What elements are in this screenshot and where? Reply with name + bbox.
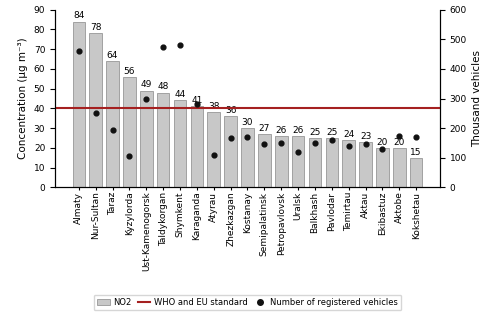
Point xyxy=(159,44,167,49)
Bar xyxy=(275,136,287,187)
Bar xyxy=(376,148,389,187)
Bar xyxy=(208,112,220,187)
Y-axis label: Thousand vehicles: Thousand vehicles xyxy=(472,50,482,147)
Point xyxy=(142,96,150,101)
Point xyxy=(311,140,319,145)
Bar xyxy=(72,22,85,187)
Text: 23: 23 xyxy=(360,132,372,141)
Bar xyxy=(241,128,254,187)
Bar xyxy=(174,100,186,187)
Text: 44: 44 xyxy=(174,90,186,99)
Bar xyxy=(190,106,203,187)
Y-axis label: Concentration (μg m⁻³): Concentration (μg m⁻³) xyxy=(18,38,28,159)
Point xyxy=(244,134,252,140)
Text: 64: 64 xyxy=(107,51,118,60)
Point xyxy=(260,142,268,147)
Point xyxy=(294,149,302,154)
Text: 20: 20 xyxy=(394,138,405,147)
Bar xyxy=(292,136,304,187)
Point xyxy=(362,142,370,147)
Text: 30: 30 xyxy=(242,118,253,127)
Text: 20: 20 xyxy=(377,138,388,147)
Point xyxy=(396,133,404,138)
Point xyxy=(226,136,234,141)
Point xyxy=(412,134,420,140)
Legend: NO2, WHO and EU standard, Number of registered vehicles: NO2, WHO and EU standard, Number of regi… xyxy=(94,295,401,310)
Bar xyxy=(393,148,406,187)
Point xyxy=(126,154,134,159)
Bar xyxy=(157,93,170,187)
Bar xyxy=(90,33,102,187)
Point xyxy=(75,48,83,54)
Text: 26: 26 xyxy=(292,126,304,135)
Text: 36: 36 xyxy=(225,106,236,115)
Text: 24: 24 xyxy=(343,130,354,139)
Text: 25: 25 xyxy=(310,128,320,137)
Bar xyxy=(106,61,119,187)
Bar xyxy=(342,140,355,187)
Text: 41: 41 xyxy=(191,96,202,105)
Text: 48: 48 xyxy=(158,82,169,91)
Text: 25: 25 xyxy=(326,128,338,137)
Point xyxy=(210,152,218,157)
Point xyxy=(92,111,100,116)
Point xyxy=(344,143,352,149)
Bar xyxy=(140,91,152,187)
Bar xyxy=(410,158,422,187)
Text: 27: 27 xyxy=(258,124,270,133)
Point xyxy=(193,102,201,107)
Text: 49: 49 xyxy=(140,80,152,89)
Point xyxy=(328,137,336,142)
Text: 84: 84 xyxy=(73,11,85,20)
Point xyxy=(378,146,386,151)
Point xyxy=(277,140,285,145)
Bar xyxy=(123,77,136,187)
Bar xyxy=(359,142,372,187)
Text: 56: 56 xyxy=(124,67,135,76)
Point xyxy=(176,43,184,48)
Text: 78: 78 xyxy=(90,23,102,32)
Bar xyxy=(326,138,338,187)
Text: 15: 15 xyxy=(410,148,422,157)
Point xyxy=(108,127,116,132)
Text: 38: 38 xyxy=(208,102,220,111)
Text: 26: 26 xyxy=(276,126,287,135)
Bar xyxy=(308,138,322,187)
Bar xyxy=(258,134,270,187)
Bar xyxy=(224,116,237,187)
